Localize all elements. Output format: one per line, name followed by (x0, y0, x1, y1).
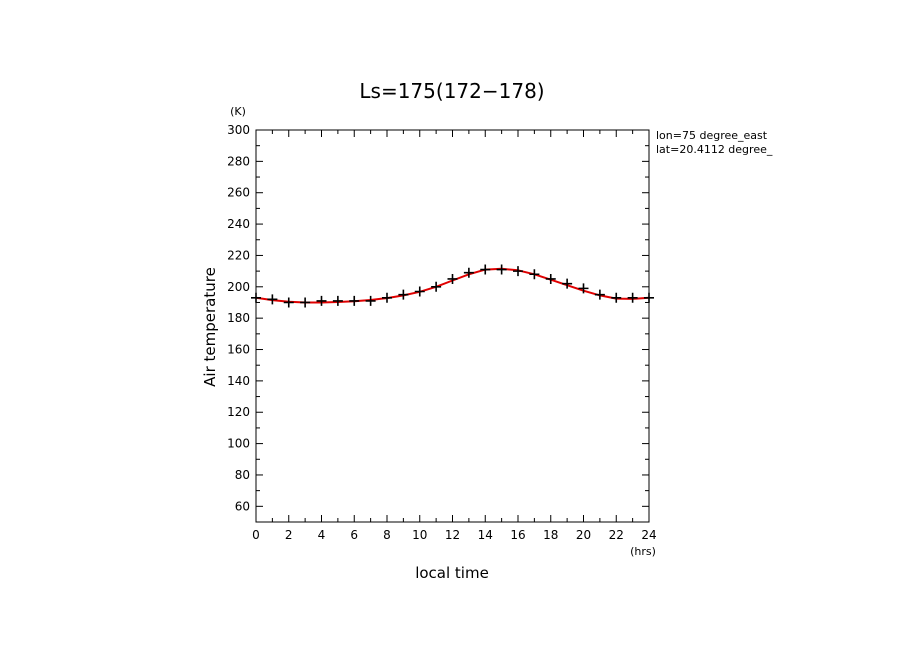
y-tick-label: 100 (227, 437, 250, 451)
fit-line (255, 267, 650, 304)
data-point-marker (349, 295, 360, 306)
data-point-marker (611, 292, 622, 303)
y-tick-label: 200 (227, 280, 250, 294)
data-point-marker (382, 292, 392, 303)
x-tick-label: 22 (609, 528, 624, 542)
data-point-marker (496, 264, 507, 275)
data-point-marker (594, 289, 605, 300)
x-tick-label: 12 (445, 528, 460, 542)
y-tick-label: 240 (227, 217, 250, 231)
y-unit-label: (K) (230, 105, 246, 118)
data-point-marker (513, 266, 523, 277)
x-tick-label: 8 (383, 528, 391, 542)
x-tick-label: 2 (285, 528, 293, 542)
annotation-lon: lon=75 degree_east (656, 129, 768, 142)
data-point-marker (365, 295, 376, 306)
data-point-marker (529, 269, 540, 280)
chart-title: Ls=175(172−178) (359, 79, 544, 103)
y-tick-label: 280 (227, 154, 250, 168)
y-tick-label: 80 (235, 468, 250, 482)
axis-ticks (255, 129, 650, 523)
data-point-marker (562, 278, 573, 289)
data-point-marker (316, 295, 327, 306)
data-point-marker (414, 286, 425, 297)
y-tick-label: 140 (227, 374, 250, 388)
data-point-marker (545, 273, 556, 284)
data-point-marker (578, 283, 589, 294)
y-axis-title: Air temperature (201, 267, 219, 387)
y-tick-label: 160 (227, 343, 250, 357)
data-point-marker (644, 292, 654, 303)
annotation-lat: lat=20.4112 degree_ (656, 143, 773, 156)
data-point-marker (267, 294, 278, 305)
y-tick-label: 180 (227, 311, 250, 325)
x-tick-label: 18 (543, 528, 558, 542)
data-point-marker (398, 289, 409, 300)
y-tick-label: 60 (235, 499, 250, 513)
x-tick-label: 14 (478, 528, 493, 542)
y-tick-label: 300 (227, 123, 250, 137)
x-tick-label: 4 (318, 528, 326, 542)
data-point-marker (627, 292, 638, 303)
x-tick-label: 24 (641, 528, 656, 542)
data-point-marker (480, 264, 491, 275)
y-tick-label: 260 (227, 186, 250, 200)
data-point-marker (332, 295, 343, 306)
data-point-marker (447, 273, 458, 284)
data-point-marker (283, 297, 294, 308)
marker-layer (251, 264, 654, 308)
x-unit-label: (hrs) (630, 545, 656, 558)
x-tick-label: 0 (252, 528, 260, 542)
data-point-marker (431, 281, 442, 292)
x-tick-label: 20 (576, 528, 591, 542)
data-point-marker (463, 267, 474, 278)
tick-labels: 0 2 4 6 8 10 12 14 16 18 20 22 246080100120140160180… (227, 123, 657, 542)
data-point-marker (300, 297, 311, 308)
data-point-marker (251, 292, 261, 303)
x-tick-label: 6 (350, 528, 358, 542)
x-tick-label: 10 (412, 528, 427, 542)
x-axis-title: local time (415, 564, 489, 582)
plot-frame (255, 129, 650, 523)
y-tick-label: 120 (227, 405, 250, 419)
y-tick-label: 220 (227, 248, 250, 262)
fit-line-layer (255, 267, 650, 304)
x-tick-label: 16 (510, 528, 525, 542)
